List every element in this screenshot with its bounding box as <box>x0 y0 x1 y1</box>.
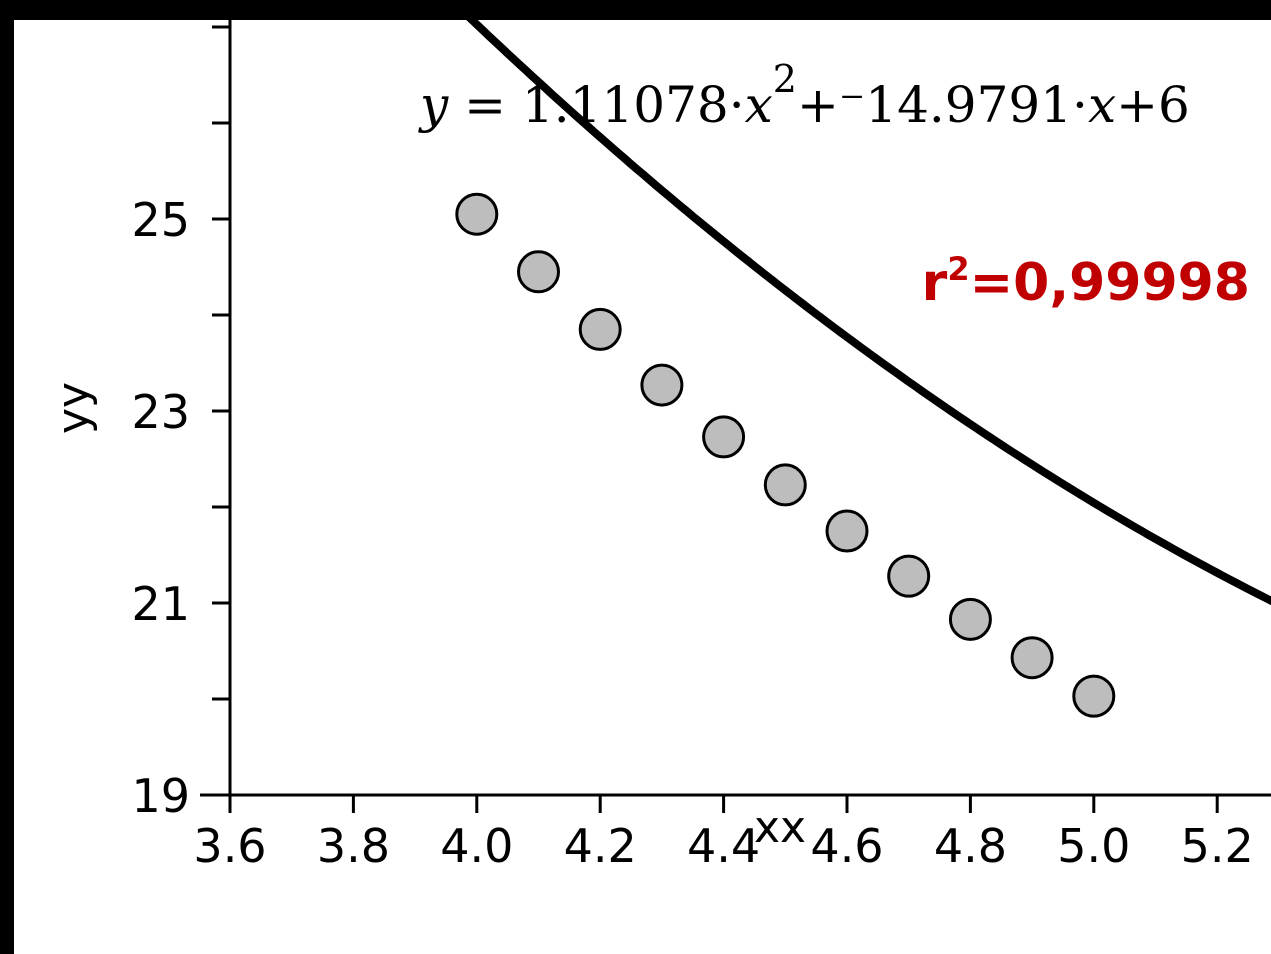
data-point[interactable] <box>517 250 560 294</box>
equation-exponent: 2 <box>773 57 797 101</box>
r-squared-value: =0,99998 <box>970 253 1250 313</box>
data-point[interactable] <box>887 554 931 598</box>
equation-x-linear: x <box>1088 76 1116 134</box>
data-point[interactable] <box>763 463 807 507</box>
regression-equation: y = 1.11078·x2+⁻14.9791·x+6 <box>418 57 1190 134</box>
y-tick-label: 23 <box>131 385 190 439</box>
x-tick-label: 4.0 <box>440 819 513 873</box>
x-tick-label: 5.0 <box>1057 819 1130 873</box>
r-squared-exponent: 2 <box>947 250 969 288</box>
data-point[interactable] <box>1072 674 1116 718</box>
data-point[interactable] <box>948 597 992 641</box>
x-tick-label: 4.4 <box>687 819 760 873</box>
r-squared-label: r2=0,99998 <box>922 250 1250 313</box>
data-point[interactable] <box>455 192 499 236</box>
data-point[interactable] <box>578 307 622 351</box>
y-axis-label: yy <box>48 382 99 434</box>
y-tick-label: 19 <box>131 769 190 823</box>
regression-curve <box>466 20 1271 606</box>
y-tick-label: 21 <box>131 577 190 631</box>
equation-constant: +6 <box>1116 76 1190 134</box>
x-tick-label: 4.8 <box>934 819 1007 873</box>
data-point[interactable] <box>1010 636 1054 680</box>
top-border <box>0 0 1271 20</box>
equation-coefficient-b: +⁻14.9791· <box>797 76 1088 134</box>
data-points <box>455 192 1116 718</box>
data-point[interactable] <box>825 509 869 553</box>
x-tick-label: 3.6 <box>193 819 266 873</box>
equation-coefficient-a: = 1.11078· <box>448 76 744 134</box>
data-point[interactable] <box>640 363 684 407</box>
x-tick-label: 4.2 <box>564 819 637 873</box>
data-point[interactable] <box>702 415 746 459</box>
left-border <box>0 0 14 954</box>
equation-x-squared-base: x <box>745 76 773 134</box>
x-tick-label: 4.6 <box>810 819 883 873</box>
x-tick-label: 5.2 <box>1181 819 1254 873</box>
x-axis-label: xx <box>754 802 806 853</box>
x-tick-label: 3.8 <box>317 819 390 873</box>
axes <box>200 20 1271 797</box>
y-ticks: 19 21 23 25 <box>131 25 230 823</box>
y-tick-label: 25 <box>131 193 190 247</box>
x-ticks: 3.6 3.8 4.0 4.2 4.4 4.6 4.8 5.0 5.2 <box>193 795 1254 873</box>
equation-y: y <box>418 76 449 134</box>
r-squared-base: r <box>922 253 948 313</box>
